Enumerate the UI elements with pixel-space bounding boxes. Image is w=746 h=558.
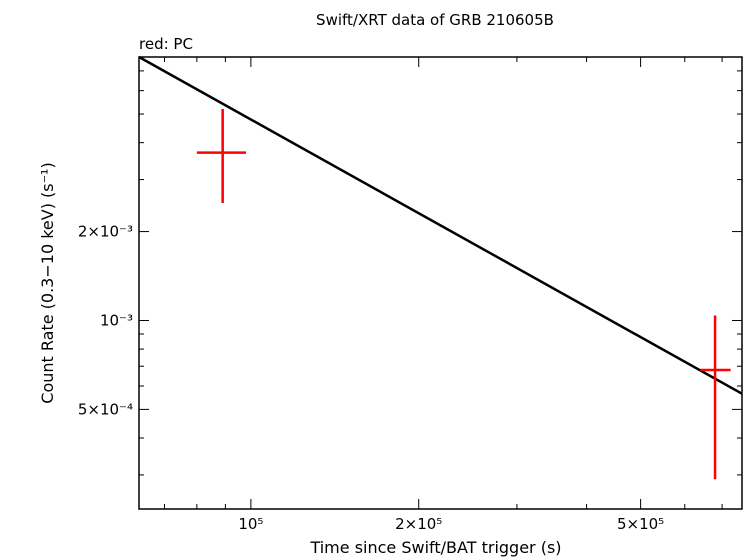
- data-points-layer: [196, 109, 731, 480]
- y-tick-label: 10⁻³: [100, 311, 133, 329]
- model-line-layer: [138, 55, 743, 395]
- y-tick-label: 2×10⁻³: [78, 223, 133, 241]
- chart-title: Swift/XRT data of GRB 210605B: [316, 11, 554, 29]
- x-tick-label: 5×10⁵: [617, 515, 664, 533]
- y-axis-label: Count Rate (0.3−10 keV) (s⁻¹): [38, 162, 57, 403]
- plot-frame: [138, 56, 743, 510]
- y-tick-label: 5×10⁻⁴: [78, 400, 133, 418]
- axis-ticks: [139, 57, 742, 509]
- axis-tick-labels: 10⁵ 2×10⁵ 5×10⁵ 5×10⁻⁴ 10⁻³ 2×10⁻³: [78, 223, 664, 533]
- x-tick-label: 10⁵: [238, 515, 263, 533]
- model-fit-line: [138, 55, 743, 395]
- x-axis-label: Time since Swift/BAT trigger (s): [309, 538, 561, 557]
- x-tick-label: 2×10⁵: [395, 515, 442, 533]
- chart-subtitle: red: PC: [139, 35, 193, 53]
